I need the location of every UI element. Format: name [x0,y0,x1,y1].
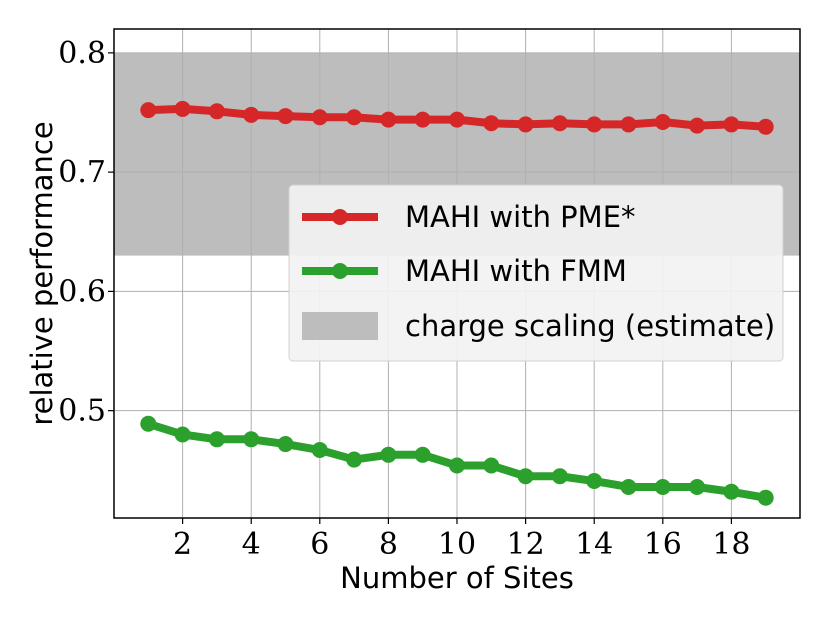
legend-marker-pme [332,209,348,225]
x-tick-label: 18 [712,527,750,562]
data-point [449,457,465,474]
data-point [483,115,500,132]
data-point [517,116,534,133]
data-point [551,468,568,485]
data-point [346,109,363,126]
data-point [140,415,157,432]
data-point [208,431,225,448]
legend-label-pme: MAHI with PME* [405,200,636,234]
x-tick-label: 6 [310,527,329,562]
data-point [586,473,603,490]
legend-marker-fmm [332,263,348,279]
x-tick-label: 10 [438,527,476,562]
data-point [689,478,706,495]
data-point [311,442,328,459]
x-tick-label: 8 [379,527,398,562]
data-point [723,483,740,500]
legend-swatch-charge-scaling [302,312,378,340]
x-axis-label: Number of Sites [340,561,574,595]
y-tick-label: 0.5 [58,394,106,429]
x-tick-label: 16 [644,527,682,562]
data-point [654,114,671,131]
data-point [757,489,774,506]
y-tick-label: 0.6 [58,274,106,309]
data-point [689,117,706,134]
data-point [346,451,363,468]
data-point [414,446,431,463]
y-tick-label: 0.7 [58,155,106,190]
data-point [277,436,294,453]
data-point [517,468,534,485]
data-point [277,108,294,125]
data-point [654,478,671,495]
data-point [723,116,740,133]
legend-box [288,184,784,362]
data-point [414,111,431,128]
data-point [140,102,157,119]
data-point [311,109,328,126]
data-point [380,446,397,463]
legend: MAHI with PME* MAHI with FMM charge scal… [288,184,784,362]
data-point [757,118,774,135]
data-point [551,115,568,132]
x-tick-label: 12 [507,527,545,562]
data-point [380,111,397,128]
data-point [174,426,191,443]
y-axis-label: relative performance [25,121,59,425]
data-point [174,100,191,117]
data-point [483,457,500,474]
data-point [586,116,603,133]
x-tick-label: 2 [173,527,192,562]
data-point [620,478,637,495]
data-point [243,106,260,123]
x-tick-label: 4 [242,527,261,562]
data-point [620,116,637,133]
legend-label-fmm: MAHI with FMM [405,254,627,288]
y-tick-label: 0.8 [58,36,106,71]
data-point [208,103,225,120]
legend-label-charge-scaling: charge scaling (estimate) [405,309,775,343]
x-tick-label: 14 [575,527,613,562]
data-point [449,111,465,128]
data-point [243,431,260,448]
